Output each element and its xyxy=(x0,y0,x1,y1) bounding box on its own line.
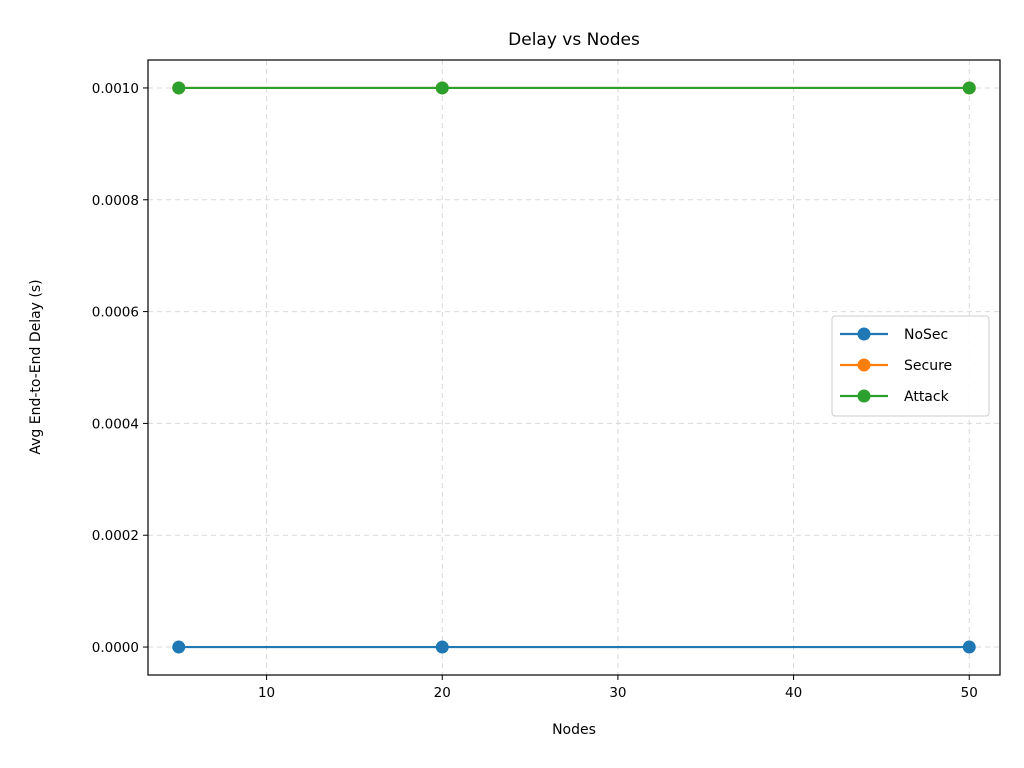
legend-label-nosec: NoSec xyxy=(904,327,948,343)
plot-frame xyxy=(147,59,1001,676)
legend-label-secure: Secure xyxy=(904,358,952,374)
y-axis-label: Avg End-to-End Delay (s) xyxy=(28,279,44,454)
legend-marker-secure xyxy=(857,358,871,372)
x-tick-label: 30 xyxy=(609,685,626,701)
axis-ticks: 10 20 30 40 50 0.0000 0.0002 0.0004 0.0006 0.0008… xyxy=(92,81,978,701)
legend-marker-attack xyxy=(857,389,871,403)
data-point-attack xyxy=(172,81,186,95)
legend-marker-nosec xyxy=(857,327,871,341)
chart-title: Delay vs Nodes xyxy=(508,30,640,50)
legend-label-attack: Attack xyxy=(904,389,950,405)
x-tick-label: 10 xyxy=(258,685,275,701)
series-layer xyxy=(172,81,976,654)
y-tick-label: 0.0008 xyxy=(92,193,139,209)
x-tick-label: 40 xyxy=(785,685,802,701)
data-point-attack xyxy=(435,81,449,95)
y-tick-label: 0.0000 xyxy=(92,640,139,656)
y-tick-label: 0.0002 xyxy=(92,528,139,544)
data-point-attack xyxy=(962,81,976,95)
x-axis-label: Nodes xyxy=(552,722,596,738)
y-tick-label: 0.0006 xyxy=(92,305,139,321)
legend: NoSec Secure Attack xyxy=(831,315,990,417)
x-tick-label: 50 xyxy=(961,685,978,701)
y-tick-label: 0.0004 xyxy=(92,416,139,432)
data-point-nosec xyxy=(172,640,186,654)
legend-box xyxy=(831,315,990,417)
y-tick-label: 0.0010 xyxy=(92,81,139,97)
x-tick-label: 20 xyxy=(434,685,451,701)
data-point-nosec xyxy=(435,640,449,654)
data-point-nosec xyxy=(962,640,976,654)
